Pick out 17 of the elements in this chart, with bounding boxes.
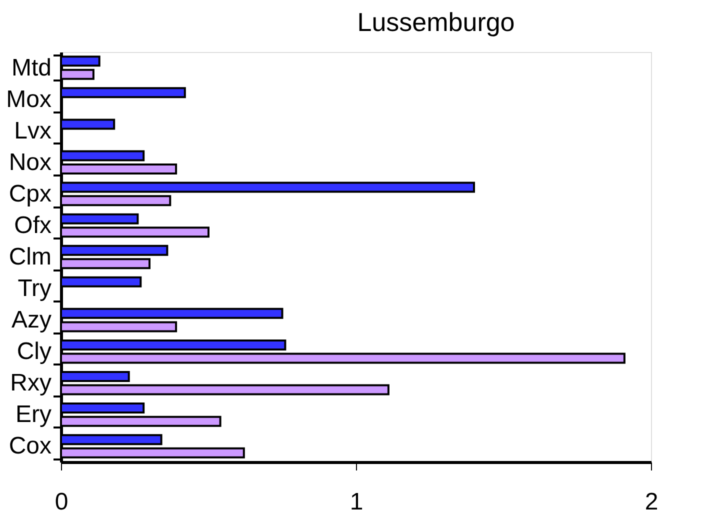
x-tick-label: 2 — [644, 488, 658, 516]
y-tick-label: Rxy — [10, 370, 52, 397]
y-tick-label: Try — [18, 275, 52, 302]
y-tick-label: Azy — [11, 306, 52, 334]
x-tick-label: 0 — [54, 488, 68, 516]
x-tick-label: 1 — [350, 488, 364, 516]
y-tick-label: Cly — [16, 338, 52, 366]
chart-title: Lussemburgo — [357, 7, 515, 37]
y-tick-label: Ery — [16, 401, 52, 428]
y-tick-label: Mtd — [11, 54, 52, 82]
y-tick-label: Cox — [8, 432, 52, 460]
y-tick-label: Ofx — [14, 212, 52, 239]
y-tick-label: Lvx — [14, 117, 52, 144]
y-tick-label: Cpx — [8, 180, 52, 208]
y-tick-label: Clm — [8, 244, 52, 270]
y-tick-label: Nox — [8, 148, 52, 176]
y-tick-label: Mox — [6, 86, 52, 113]
